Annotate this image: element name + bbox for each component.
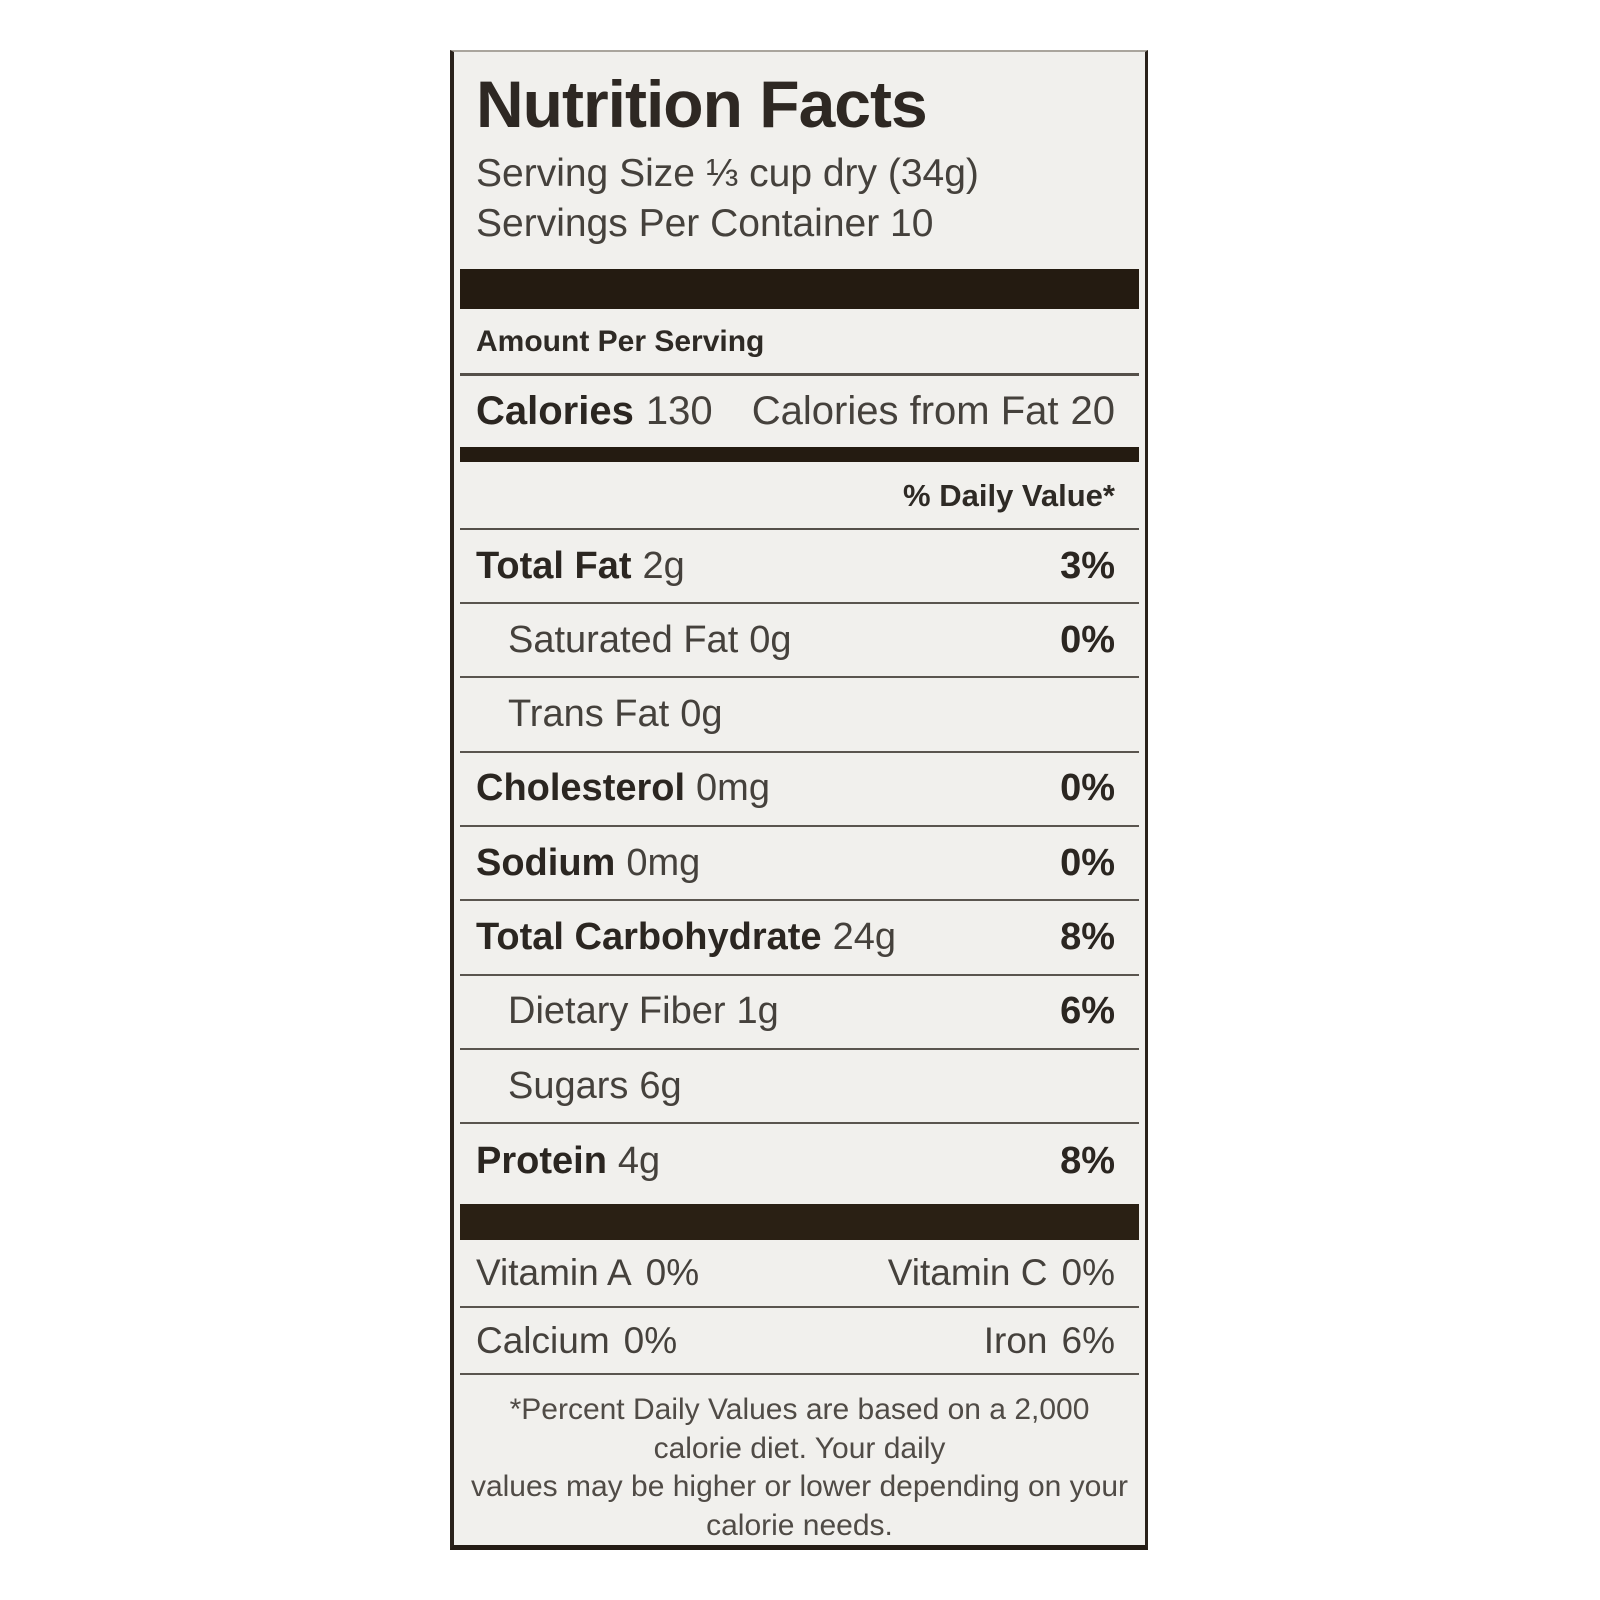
micronutrient-row-vitamins: Vitamin A 0% Vitamin C 0% [460, 1240, 1139, 1308]
footnote-line-1: *Percent Daily Values are based on a 2,0… [509, 1393, 1090, 1465]
label-title: Nutrition Facts [476, 67, 928, 141]
calories-from-fat: Calories from Fat 20 [752, 389, 1115, 434]
calcium: Calcium 0% [476, 1320, 677, 1362]
nutrient-name: Saturated Fat [508, 618, 739, 661]
nutrient-amount: 1g [736, 990, 779, 1033]
iron: Iron 6% [984, 1320, 1115, 1362]
medium-divider-bar [460, 446, 1139, 462]
nutrient-daily-value: 6% [1060, 990, 1115, 1033]
nutrient-row-total-fat: Total Fat 2g 3% [460, 530, 1139, 605]
vitamin-c: Vitamin C 0% [888, 1252, 1115, 1294]
nutrient-amount: 0g [680, 693, 723, 736]
nutrient-row-total-carbohydrate: Total Carbohydrate 24g 8% [460, 901, 1139, 976]
calories-row: Calories 130 Calories from Fat 20 [460, 376, 1139, 447]
nutrient-name: Sugars [508, 1064, 629, 1107]
nutrient-row-trans-fat: Trans Fat 0g [460, 678, 1139, 753]
serving-info: Serving Size ⅓ cup dry (34g) Servings Pe… [460, 149, 1139, 249]
nutrient-name: Sodium [476, 841, 616, 884]
daily-value-header: % Daily Value* [460, 462, 1139, 530]
nutrient-daily-value: 0% [1060, 618, 1115, 661]
nutrient-row-protein: Protein 4g 8% [460, 1124, 1139, 1198]
nutrient-amount: 0mg [696, 767, 770, 810]
thick-divider-bar-top [460, 269, 1139, 309]
servings-per-container: Servings Per Container 10 [476, 202, 934, 246]
daily-value-footnote: *Percent Daily Values are based on a 2,0… [460, 1375, 1139, 1545]
nutrient-name: Trans Fat [508, 693, 670, 736]
nutrient-name: Protein [476, 1139, 607, 1182]
serving-size: Serving Size ⅓ cup dry (34g) [476, 152, 979, 196]
nutrient-amount: 24g [832, 915, 896, 958]
micronutrient-value: 0% [645, 1251, 700, 1293]
footnote-line-2: values may be higher or lower depending … [470, 1470, 1129, 1542]
micronutrient-name: Iron [983, 1319, 1048, 1361]
nutrient-daily-value: 3% [1060, 544, 1115, 587]
vitamin-a: Vitamin A 0% [476, 1252, 699, 1294]
calories-from-fat-value: 20 [1070, 388, 1116, 433]
nutrient-name: Cholesterol [476, 767, 686, 810]
nutrient-daily-value: 0% [1060, 841, 1115, 884]
calories-label: Calories [476, 388, 634, 433]
nutrient-amount: 0mg [626, 841, 701, 884]
nutrient-row-dietary-fiber: Dietary Fiber 1g 6% [460, 976, 1139, 1050]
nutrient-row-sugars: Sugars 6g [460, 1050, 1139, 1125]
nutrient-name: Total Fat [476, 544, 632, 587]
nutrient-name: Dietary Fiber [508, 990, 726, 1033]
micronutrient-row-minerals: Calcium 0% Iron 6% [460, 1308, 1139, 1376]
nutrient-amount: 0g [749, 618, 792, 661]
nutrient-name: Total Carbohydrate [476, 915, 822, 958]
micronutrient-name: Vitamin C [887, 1251, 1048, 1293]
micronutrient-value: 6% [1061, 1319, 1115, 1361]
calories-value: 130 [645, 388, 713, 433]
amount-per-serving-heading: Amount Per Serving [460, 309, 1139, 376]
nutrient-daily-value: 8% [1060, 915, 1115, 958]
nutrient-amount: 6g [639, 1064, 682, 1107]
calories: Calories 130 [476, 389, 713, 434]
micronutrient-name: Vitamin A [476, 1251, 632, 1293]
nutrient-row-sodium: Sodium 0mg 0% [460, 827, 1139, 902]
micronutrient-value: 0% [623, 1319, 678, 1361]
nutrient-daily-value: 8% [1060, 1139, 1115, 1182]
calories-from-fat-label: Calories from Fat [751, 388, 1059, 433]
nutrient-daily-value: 0% [1060, 767, 1115, 810]
nutrient-amount: 2g [642, 544, 685, 587]
thick-divider-bar-bottom [460, 1204, 1139, 1240]
nutrition-facts-label: Nutrition Facts Serving Size ⅓ cup dry (… [450, 50, 1148, 1550]
nutrient-row-saturated-fat: Saturated Fat 0g 0% [460, 604, 1139, 679]
nutrient-row-cholesterol: Cholesterol 0mg 0% [460, 753, 1139, 828]
micronutrient-value: 0% [1061, 1251, 1115, 1293]
nutrient-amount: 4g [617, 1139, 661, 1182]
micronutrient-name: Calcium [476, 1319, 610, 1361]
